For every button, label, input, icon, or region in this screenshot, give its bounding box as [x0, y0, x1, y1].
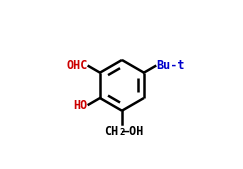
Text: 2: 2 [119, 128, 124, 137]
Text: OHC: OHC [66, 59, 88, 72]
Text: —OH: —OH [122, 125, 144, 138]
Text: HO: HO [73, 99, 88, 112]
Text: CH: CH [104, 125, 119, 138]
Text: Bu-t: Bu-t [156, 59, 185, 72]
